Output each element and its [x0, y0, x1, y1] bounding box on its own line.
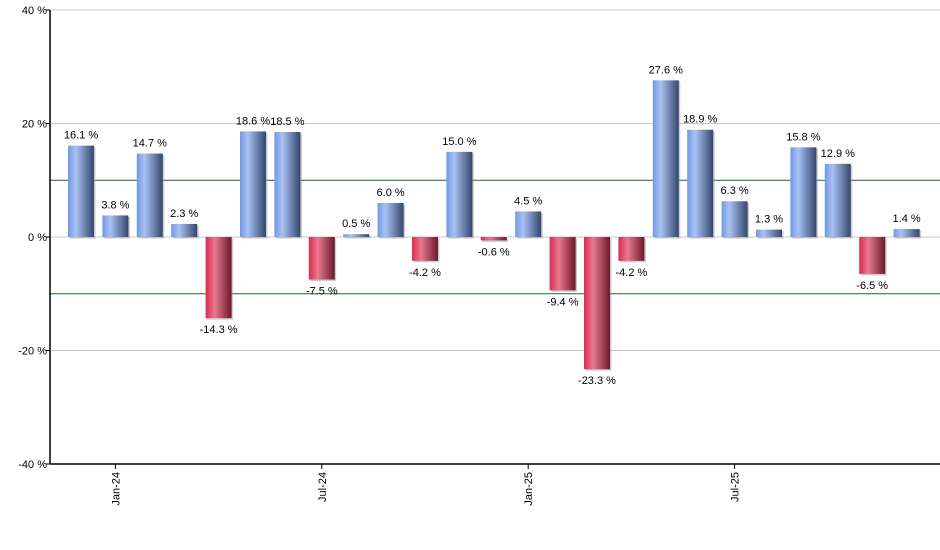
data-label: -14.3 % [200, 324, 238, 336]
bar [240, 131, 266, 237]
bar [790, 147, 817, 237]
y-tick-label: 40 % [22, 5, 47, 17]
bar [412, 237, 438, 261]
data-label: 1.4 % [893, 213, 921, 225]
data-label: -9.4 % [547, 296, 579, 308]
y-tick-label: 0 % [28, 232, 47, 244]
data-label: -23.3 % [578, 375, 616, 387]
bar [515, 211, 542, 237]
data-label: 15.8 % [786, 131, 820, 143]
y-tick-label: 20 % [22, 119, 47, 131]
data-label: 12.9 % [821, 148, 855, 160]
bar-shadow [344, 235, 371, 239]
x-tick-label: Jul-25 [730, 472, 742, 502]
bar [136, 153, 163, 237]
data-label: 14.7 % [133, 138, 167, 150]
data-label: -6.5 % [856, 280, 888, 292]
x-tick-label: Jan-25 [523, 472, 535, 506]
bar [824, 163, 851, 237]
bar [343, 234, 370, 237]
x-tick-label: Jan-24 [110, 472, 122, 506]
bar [893, 229, 920, 237]
bar [171, 223, 198, 237]
data-label: 4.5 % [514, 195, 542, 207]
data-label: -7.5 % [306, 286, 338, 298]
data-label: 15.0 % [442, 136, 476, 148]
bar [446, 151, 473, 237]
bar [859, 237, 886, 274]
data-label: 18.5 % [270, 116, 304, 128]
bar [102, 215, 129, 237]
data-label: -4.2 % [616, 267, 648, 279]
bar [68, 145, 94, 237]
bar [721, 201, 748, 237]
bar [756, 229, 782, 237]
data-label: 2.3 % [170, 208, 198, 220]
y-tick-label: -20 % [18, 346, 47, 358]
bar [549, 237, 576, 291]
bar [687, 129, 714, 237]
data-label: -4.2 % [409, 267, 441, 279]
data-label: 1.3 % [755, 214, 783, 226]
bar [274, 132, 301, 237]
data-label: 6.3 % [721, 185, 749, 197]
x-tick-label: Jul-24 [317, 472, 329, 502]
data-label: 27.6 % [649, 64, 683, 76]
data-label: 0.5 % [342, 218, 370, 230]
data-label: -0.6 % [478, 246, 510, 258]
bar [652, 80, 679, 238]
bar [480, 237, 507, 241]
y-tick-label: -40 % [18, 459, 47, 471]
bar [377, 202, 404, 237]
data-label: 18.9 % [683, 114, 717, 126]
bar [618, 237, 645, 261]
data-label: 18.6 % [236, 115, 270, 127]
bar [308, 237, 335, 280]
data-label: 6.0 % [377, 187, 405, 199]
bar [205, 237, 232, 319]
data-label: 3.8 % [101, 199, 129, 211]
bar [584, 237, 610, 370]
data-label: 16.1 % [64, 130, 98, 142]
